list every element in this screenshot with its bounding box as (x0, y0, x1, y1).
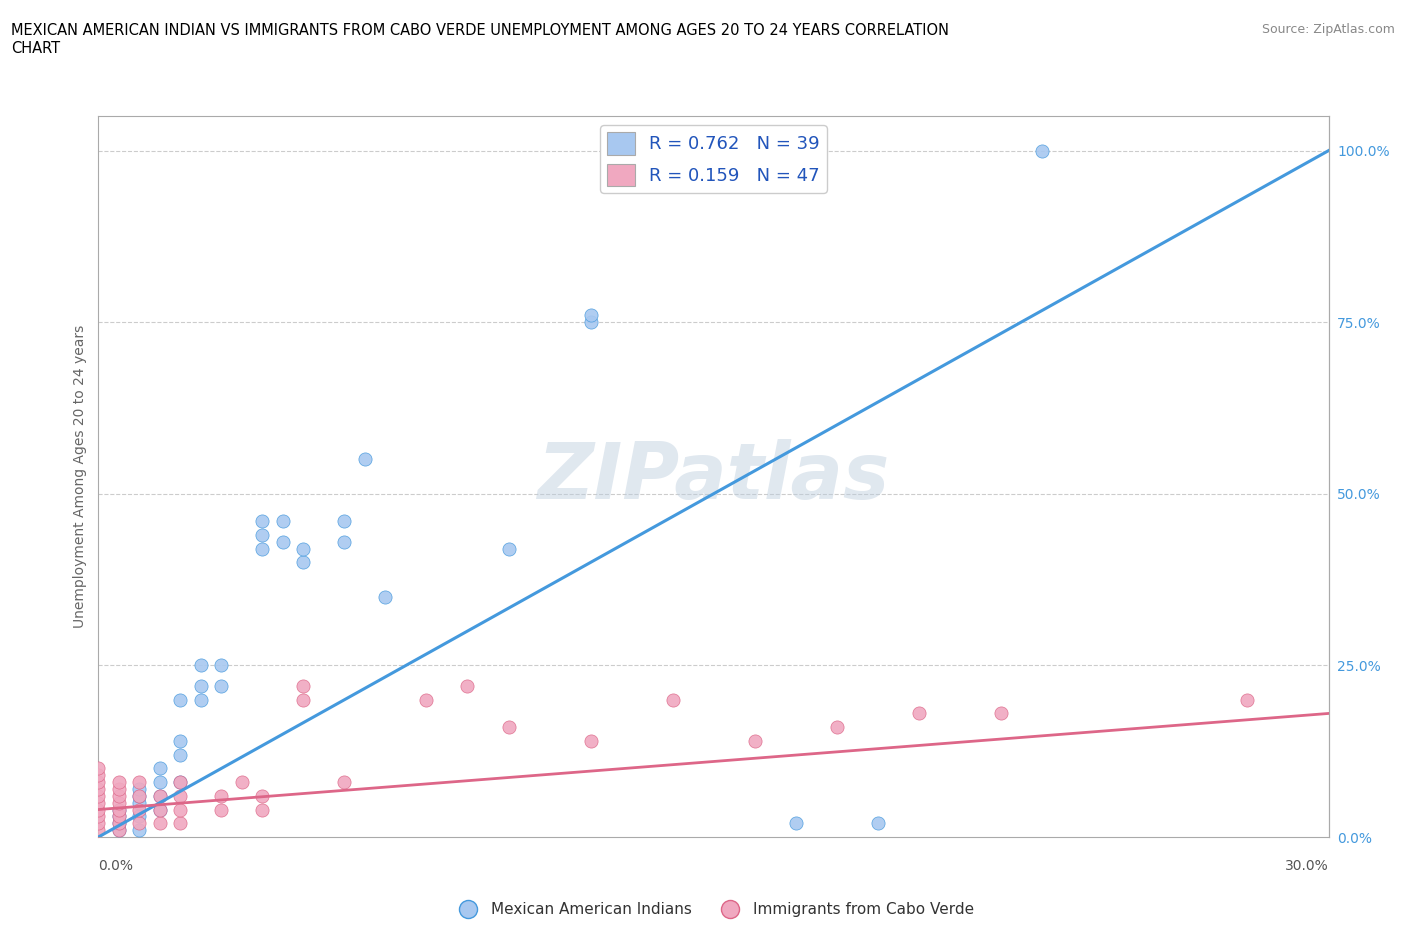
Point (211, 789, 233, 804)
Point (128, 789, 150, 804)
Point (211, 802, 233, 817)
Point (292, 679, 315, 694)
Point (108, 795, 131, 810)
Point (252, 802, 274, 817)
Point (108, 816, 131, 830)
Point (415, 692, 437, 707)
Point (108, 823, 131, 838)
Point (190, 679, 212, 694)
Point (1236, 692, 1258, 707)
Point (149, 816, 172, 830)
Point (169, 816, 191, 830)
Text: ZIPatlas: ZIPatlas (537, 439, 890, 514)
Point (108, 775, 131, 790)
Point (354, 452, 377, 467)
Point (169, 734, 191, 749)
Point (252, 789, 274, 804)
Point (108, 809, 131, 824)
Point (498, 541, 520, 556)
Point (128, 816, 150, 830)
Point (271, 535, 294, 550)
Point (579, 314, 602, 329)
Point (211, 658, 233, 672)
Point (292, 555, 315, 570)
Point (292, 692, 315, 707)
Point (128, 789, 150, 804)
Point (149, 761, 172, 776)
Legend: Mexican American Indians, Immigrants from Cabo Verde: Mexican American Indians, Immigrants fro… (447, 896, 980, 923)
Point (190, 692, 212, 707)
Point (87, 781, 110, 796)
Text: 0.0%: 0.0% (98, 858, 134, 872)
Point (907, 706, 929, 721)
Point (252, 527, 274, 542)
Point (128, 795, 150, 810)
Point (149, 802, 172, 817)
Point (108, 823, 131, 838)
Point (457, 679, 479, 694)
Point (169, 775, 191, 790)
Point (252, 541, 274, 556)
Point (128, 775, 150, 790)
Point (169, 789, 191, 804)
Point (169, 692, 191, 707)
Text: 30.0%: 30.0% (1285, 858, 1329, 872)
Point (211, 679, 233, 694)
Point (149, 775, 172, 790)
Point (231, 775, 253, 790)
Point (661, 692, 683, 707)
Point (108, 781, 131, 796)
Point (87, 768, 110, 783)
Point (990, 706, 1012, 721)
Point (1031, 143, 1053, 158)
Point (128, 802, 150, 817)
Point (87, 809, 110, 824)
Text: MEXICAN AMERICAN INDIAN VS IMMIGRANTS FROM CABO VERDE UNEMPLOYMENT AMONG AGES 20: MEXICAN AMERICAN INDIAN VS IMMIGRANTS FR… (11, 23, 949, 56)
Point (87, 823, 110, 838)
Point (252, 513, 274, 528)
Point (87, 802, 110, 817)
Point (87, 775, 110, 790)
Point (128, 823, 150, 838)
Point (333, 775, 356, 790)
Point (87, 789, 110, 804)
Point (87, 761, 110, 776)
Point (169, 802, 191, 817)
Point (87, 795, 110, 810)
Point (108, 789, 131, 804)
Point (169, 775, 191, 790)
Point (128, 809, 150, 824)
Point (374, 590, 396, 604)
Point (190, 658, 212, 672)
Point (108, 802, 131, 817)
Point (498, 720, 520, 735)
Point (744, 734, 766, 749)
Point (108, 816, 131, 830)
Point (108, 809, 131, 824)
Point (169, 747, 191, 762)
Point (785, 816, 807, 830)
Point (579, 734, 602, 749)
Text: Source: ZipAtlas.com: Source: ZipAtlas.com (1261, 23, 1395, 36)
Y-axis label: Unemployment Among Ages 20 to 24 years: Unemployment Among Ages 20 to 24 years (73, 325, 87, 629)
Point (333, 513, 356, 528)
Point (292, 541, 315, 556)
Point (825, 720, 848, 735)
Point (333, 535, 356, 550)
Point (87, 816, 110, 830)
Point (579, 308, 602, 323)
Point (108, 802, 131, 817)
Point (866, 816, 889, 830)
Point (149, 789, 172, 804)
Point (149, 789, 172, 804)
Point (149, 802, 172, 817)
Point (271, 513, 294, 528)
Point (128, 781, 150, 796)
